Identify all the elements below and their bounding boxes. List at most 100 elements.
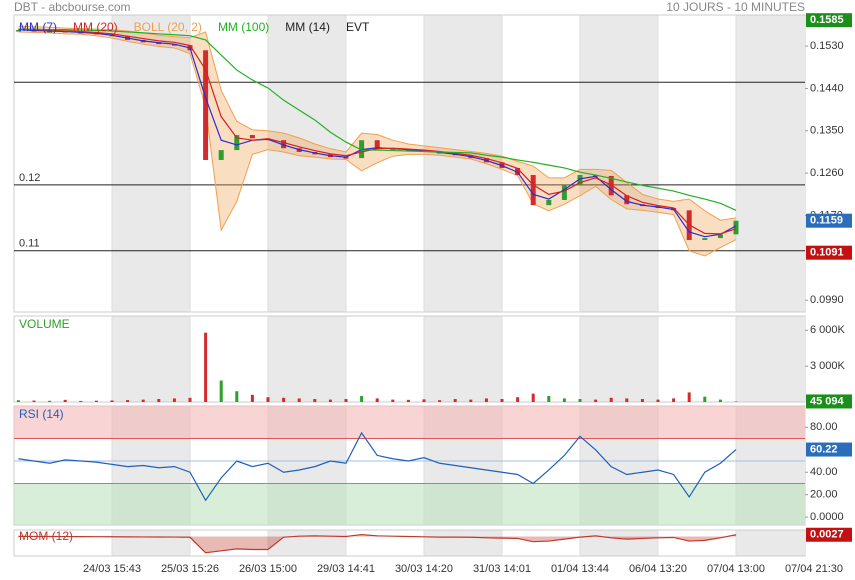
day-shade (424, 530, 502, 556)
ma-line (18, 28, 737, 211)
ma-line (18, 28, 737, 235)
y-tick-label: 0.1440 (810, 82, 844, 94)
day-shade (112, 15, 190, 312)
volume-bar (94, 400, 98, 402)
candle (218, 150, 224, 160)
volume-bar (516, 397, 520, 402)
candle (530, 175, 536, 206)
volume-bar (172, 398, 176, 402)
y-tick-label: 3 000K (810, 360, 846, 372)
y-tick-label: 20.00 (810, 489, 838, 501)
candle (702, 238, 708, 240)
volume-bar (640, 399, 644, 402)
volume-bar (282, 397, 286, 402)
x-tick-label: 25/03 15:26 (161, 563, 219, 575)
y-tick-label: 80.00 (810, 421, 838, 433)
price-box-box (806, 13, 852, 28)
legend-entry: BOLL (20, 2) (134, 20, 202, 34)
last-volume: 45 094 (810, 395, 845, 407)
volume-bar (672, 398, 676, 402)
candle (203, 50, 209, 160)
day-shade (580, 316, 658, 402)
volume-bar (718, 399, 722, 402)
volume-bar (266, 397, 270, 402)
volume-bar (204, 332, 208, 402)
price-box-box (806, 245, 852, 260)
candle (47, 31, 53, 33)
volume-bar (500, 399, 504, 402)
volume-bar (328, 399, 332, 402)
y-tick-label: 6 000K (810, 324, 846, 336)
volume-bar (79, 400, 83, 402)
volume-bar (235, 391, 239, 402)
panel-title: MOM (12) (19, 529, 73, 543)
day-shade (580, 15, 658, 312)
volume-bar (360, 396, 364, 402)
y-tick-label: 0.1350 (810, 125, 844, 137)
overbought-zone (14, 406, 805, 439)
oversold-zone (14, 483, 805, 525)
day-shade (736, 530, 805, 556)
price-box: 0.1091 (810, 247, 844, 259)
volume-bar (375, 398, 379, 402)
volume-bar (687, 392, 691, 402)
x-tick-label: 07/04 21:30 (785, 563, 843, 575)
last-price-box (806, 213, 852, 228)
volume-bar (547, 396, 551, 402)
last-mom: 0.0027 (810, 529, 844, 541)
day-shade (268, 15, 346, 312)
x-tick-label: 06/04 13:20 (629, 563, 687, 575)
candle (717, 234, 723, 239)
volume-bar (16, 400, 20, 402)
legend-entry: EVT (346, 20, 370, 34)
volume-bar (126, 400, 130, 402)
volume-bar (157, 399, 161, 402)
candle (171, 44, 177, 46)
day-shade (580, 530, 658, 556)
candle (249, 135, 255, 139)
volume-bar (219, 380, 223, 402)
last-rsi: 60.22 (810, 443, 838, 455)
period: 10 JOURS - 10 MINUTES (666, 0, 805, 14)
day-shade (424, 316, 502, 402)
page-title: DBT - abcbourse.com (14, 0, 131, 14)
y-tick-label: 40.00 (810, 466, 838, 478)
volume-bar (188, 397, 192, 402)
boll-lower (18, 31, 737, 257)
volume-bar (484, 398, 488, 402)
price-box: 0.1585 (810, 14, 844, 26)
volume-bar (406, 399, 410, 402)
candle (546, 199, 552, 206)
y-tick-label: 0.0000 (810, 511, 844, 523)
volume-bar (344, 399, 348, 402)
volume-bar (453, 399, 457, 402)
volume-bar (609, 397, 613, 402)
volume-bar (297, 398, 301, 402)
volume-bar (562, 398, 566, 402)
candle (343, 157, 349, 159)
panel-title: VOLUME (19, 317, 70, 331)
x-tick-label: 24/03 15:43 (83, 563, 141, 575)
x-tick-label: 07/04 13:00 (707, 563, 765, 575)
level-label: 0.11 (19, 238, 40, 250)
volume-bar (594, 399, 598, 402)
day-shade (424, 15, 502, 312)
volume-bar (703, 396, 707, 402)
candle (624, 195, 630, 205)
volume-bar (531, 393, 535, 402)
y-tick-label: 0.0990 (810, 294, 844, 306)
volume-bar (469, 399, 473, 402)
volume-bar (63, 399, 67, 402)
candle (234, 135, 240, 151)
volume-bar (391, 399, 395, 402)
volume-bar (578, 399, 582, 402)
x-tick-label: 01/04 13:44 (551, 563, 609, 575)
y-tick-label: 0.1530 (810, 40, 844, 52)
rsi-line (18, 431, 737, 502)
volume-bar (110, 400, 114, 402)
day-shade (112, 530, 190, 556)
volume-bar (422, 399, 426, 402)
legend-entry: MM (100) (218, 20, 269, 34)
legend-entry: MM (7) (19, 20, 57, 34)
